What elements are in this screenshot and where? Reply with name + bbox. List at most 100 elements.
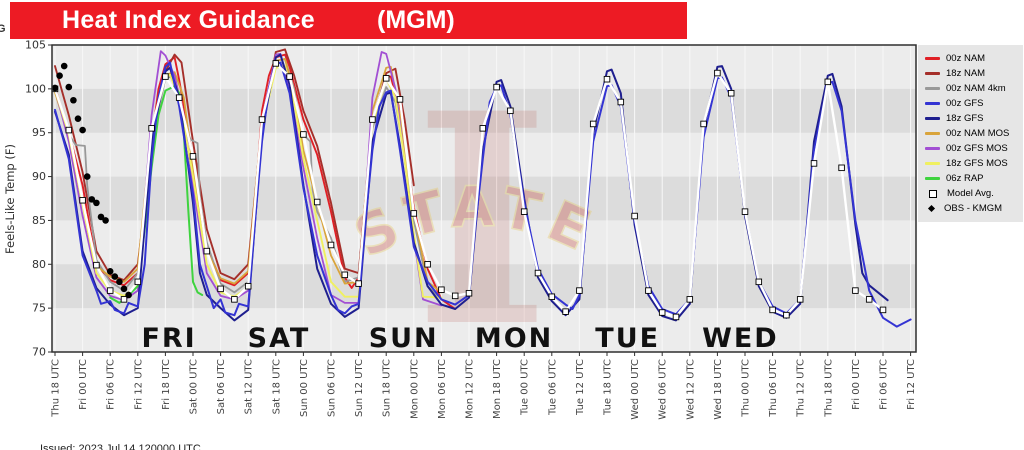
- obs-marker: [74, 115, 82, 122]
- legend-item-18z-gfs-mos: 18z GFS MOS: [925, 156, 1020, 171]
- legend-item-00z-gfs: 00z GFS: [925, 96, 1020, 111]
- model-avg-marker: [755, 278, 763, 286]
- x-tick-label: Tue 18 UTC: [603, 359, 614, 416]
- model-avg-marker: [548, 293, 556, 300]
- obs-marker: [79, 126, 86, 134]
- x-tick-label: Sat 12 UTC: [244, 359, 255, 414]
- x-tick-label: Mon 06 UTC: [437, 359, 448, 419]
- x-tick-label: Fri 12 UTC: [133, 359, 144, 410]
- model-avg-marker: [824, 78, 832, 86]
- legend-item-obs-kmgm: OBS - KMGM: [925, 201, 1020, 216]
- model-avg-marker: [65, 126, 73, 134]
- model-avg-marker: [796, 296, 804, 303]
- model-avg-marker: [879, 306, 887, 314]
- x-tick-label: Wed 06 UTC: [658, 359, 669, 420]
- x-tick-label: Fri 00 UTC: [851, 359, 862, 410]
- obs-marker: [60, 62, 68, 70]
- x-tick-label: Sun 00 UTC: [299, 359, 310, 417]
- obs-marker: [97, 213, 105, 221]
- model-avg-marker: [162, 73, 169, 80]
- model-avg-marker: [451, 292, 459, 300]
- model-avg-marker: [617, 98, 625, 106]
- cropped-left-text: G: [0, 23, 6, 35]
- model-avg-marker: [341, 271, 349, 279]
- model-avg-marker: [534, 269, 542, 277]
- x-tick-label: Tue 00 UTC: [520, 359, 531, 416]
- day-label-wed: WED: [702, 323, 779, 354]
- x-tick-label: Mon 18 UTC: [492, 359, 503, 419]
- legend-item-model-avg: Model Avg.: [925, 186, 1020, 201]
- obs-marker: [93, 199, 100, 207]
- legend-label: 00z GFS: [946, 98, 984, 109]
- model-avg-marker: [300, 131, 307, 138]
- legend-item-00z-nam-4km: 00z NAM 4km: [925, 81, 1020, 96]
- model-avg-marker: [838, 164, 845, 172]
- model-avg-marker: [231, 296, 238, 303]
- day-label-tue: TUE: [595, 323, 660, 354]
- obs-marker: [51, 84, 59, 92]
- model-avg-marker: [783, 311, 790, 319]
- x-tick-label: Sat 06 UTC: [216, 359, 227, 414]
- model-avg-marker: [645, 287, 652, 294]
- obs-marker: [106, 268, 114, 275]
- y-tick-label: 75: [32, 302, 46, 315]
- model-avg-marker: [272, 60, 280, 67]
- model-avg-marker: [520, 208, 528, 215]
- day-label-sat: SAT: [248, 323, 311, 354]
- day-label-fri: FRI: [141, 323, 196, 354]
- obs-marker: [125, 291, 132, 299]
- x-tick-label: Thu 06 UTC: [768, 359, 779, 418]
- model-avg-marker: [382, 75, 390, 82]
- legend-label: 00z NAM MOS: [946, 128, 1010, 139]
- model-avg-marker: [727, 89, 735, 97]
- legend-label: 00z NAM 4km: [946, 83, 1006, 94]
- legend-line-swatch: [925, 102, 940, 105]
- model-avg-marker: [369, 116, 376, 123]
- y-tick-label: 95: [32, 126, 46, 139]
- x-tick-label: Sat 18 UTC: [271, 359, 282, 414]
- x-tick-label: Wed 18 UTC: [713, 359, 724, 420]
- x-tick-label: Fri 06 UTC: [879, 359, 890, 410]
- footer-partial-text: Issued: 2023 Jul 14 120000 UTC: [40, 443, 201, 450]
- legend-item-00z-nam: 00z NAM: [925, 51, 1020, 66]
- y-axis-label: Feels-Like Temp (F): [3, 144, 17, 254]
- plot-frame: [51, 44, 917, 353]
- model-avg-marker: [507, 107, 514, 115]
- legend-square-marker-icon: [929, 189, 937, 198]
- station-label: (MGM): [377, 6, 455, 34]
- model-avg-marker: [589, 120, 597, 128]
- legend-line-swatch: [925, 162, 940, 165]
- model-avg-marker: [438, 286, 445, 293]
- model-avg-marker: [562, 308, 569, 315]
- model-avg-marker: [424, 261, 431, 268]
- obs-marker: [120, 285, 128, 293]
- y-tick-label: 100: [25, 82, 46, 95]
- obs-marker: [56, 72, 63, 79]
- legend-item-18z-nam: 18z NAM: [925, 66, 1020, 81]
- model-avg-marker: [327, 241, 335, 249]
- legend-line-swatch: [925, 87, 940, 90]
- legend-label: 00z GFS MOS: [946, 143, 1008, 154]
- x-tick-label: Thu 18 UTC: [823, 359, 834, 418]
- model-avg-marker: [217, 285, 224, 293]
- model-avg-marker: [106, 287, 114, 294]
- model-avg-marker: [672, 313, 680, 321]
- model-avg-marker: [852, 287, 859, 294]
- y-tick-label: 80: [32, 258, 46, 271]
- legend-label: 18z GFS MOS: [946, 158, 1008, 169]
- legend-label: 18z NAM: [946, 68, 986, 79]
- legend-item-00z-gfs-mos: 00z GFS MOS: [925, 141, 1020, 156]
- page-title: Heat Index Guidance: [62, 6, 315, 34]
- model-avg-marker: [134, 278, 142, 286]
- model-avg-marker: [631, 212, 638, 220]
- model-avg-marker: [203, 247, 211, 255]
- model-avg-marker: [313, 198, 321, 206]
- model-avg-marker: [258, 116, 266, 123]
- legend-line-swatch: [925, 132, 940, 135]
- x-tick-label: Fri 00 UTC: [78, 359, 89, 410]
- day-label-mon: MON: [475, 323, 553, 354]
- model-avg-marker: [410, 210, 418, 217]
- model-avg-marker: [810, 160, 818, 167]
- legend-label: 00z NAM: [946, 53, 986, 64]
